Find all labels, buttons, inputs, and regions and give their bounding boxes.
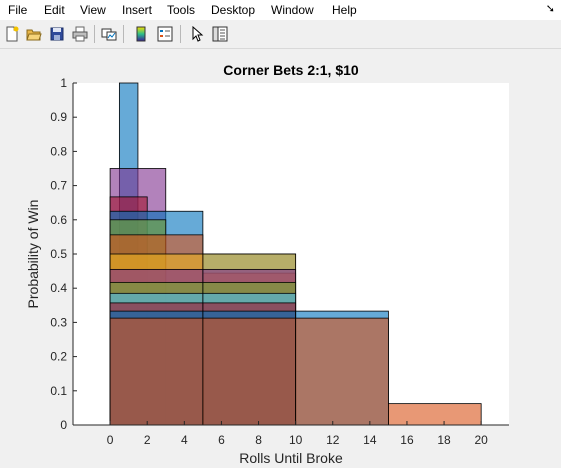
histogram-bar[interactable] <box>109 317 204 426</box>
menu-insert[interactable]: Insert <box>122 3 153 17</box>
colorbar-icon[interactable] <box>132 25 150 43</box>
menu-window[interactable]: Window <box>271 3 314 17</box>
menu-file[interactable]: File <box>8 3 28 17</box>
save-icon[interactable] <box>48 25 66 43</box>
menu-bar: File Edit View Insert Tools Desktop Wind… <box>0 0 561 20</box>
figure-canvas: 0 2 4 6 8 10 12 14 16 18 20 0 0.1 0.2 0.3 0.4 0.5 0.6 0.7 0… <box>25 62 509 466</box>
menu-desktop[interactable]: Desktop <box>211 3 256 17</box>
menu-view[interactable]: View <box>80 3 106 17</box>
y-tick-label: 0 <box>60 418 67 432</box>
property-inspector-icon[interactable] <box>211 25 229 43</box>
menu-tools[interactable]: Tools <box>167 3 196 17</box>
y-tick-label: 0.4 <box>50 281 67 295</box>
toolbar-separator <box>123 25 124 43</box>
x-tick-label: 0 <box>107 433 114 447</box>
x-tick-label: 20 <box>474 433 488 447</box>
y-tick-label: 0.2 <box>50 350 67 364</box>
x-tick-label: 6 <box>218 433 225 447</box>
legend-icon[interactable] <box>156 25 174 43</box>
x-tick-label: 10 <box>289 433 303 447</box>
y-tick-label: 0.1 <box>50 384 67 398</box>
x-tick-label: 12 <box>326 433 340 447</box>
x-tick-label: 2 <box>144 433 151 447</box>
y-tick-label: 0.8 <box>50 144 67 158</box>
x-tick-label: 4 <box>181 433 188 447</box>
y-tick-label: 0.5 <box>50 247 67 261</box>
x-tick-label: 18 <box>437 433 451 447</box>
print-icon[interactable] <box>71 25 89 43</box>
menu-help[interactable]: Help <box>332 3 357 17</box>
y-axis-label: Probability of Win <box>25 200 41 309</box>
y-tick-label: 0.3 <box>50 315 67 329</box>
x-tick-label: 16 <box>400 433 414 447</box>
x-tick-label: 14 <box>363 433 377 447</box>
chart-title: Corner Bets 2:1, $10 <box>223 62 359 78</box>
link-plot-icon[interactable] <box>100 25 118 43</box>
histogram-bar[interactable] <box>202 317 297 426</box>
y-tick-label: 0.6 <box>50 213 67 227</box>
histogram-bar[interactable] <box>295 317 389 426</box>
figure-toolbar <box>0 20 561 49</box>
y-tick-label: 1 <box>60 76 67 90</box>
histogram-bar[interactable] <box>388 403 482 426</box>
toolbar-separator <box>94 25 95 43</box>
x-axis-label: Rolls Until Broke <box>239 450 343 466</box>
menu-edit[interactable]: Edit <box>44 3 65 17</box>
new-figure-icon[interactable] <box>3 25 21 43</box>
open-file-icon[interactable] <box>25 25 43 43</box>
toolbar-separator <box>180 25 181 43</box>
y-tick-label: 0.7 <box>50 179 67 193</box>
edit-plot-arrow-icon[interactable] <box>188 25 206 43</box>
x-tick-label: 8 <box>255 433 262 447</box>
dock-figure-icon[interactable]: ➘ <box>545 3 555 15</box>
y-tick-label: 0.9 <box>50 110 67 124</box>
